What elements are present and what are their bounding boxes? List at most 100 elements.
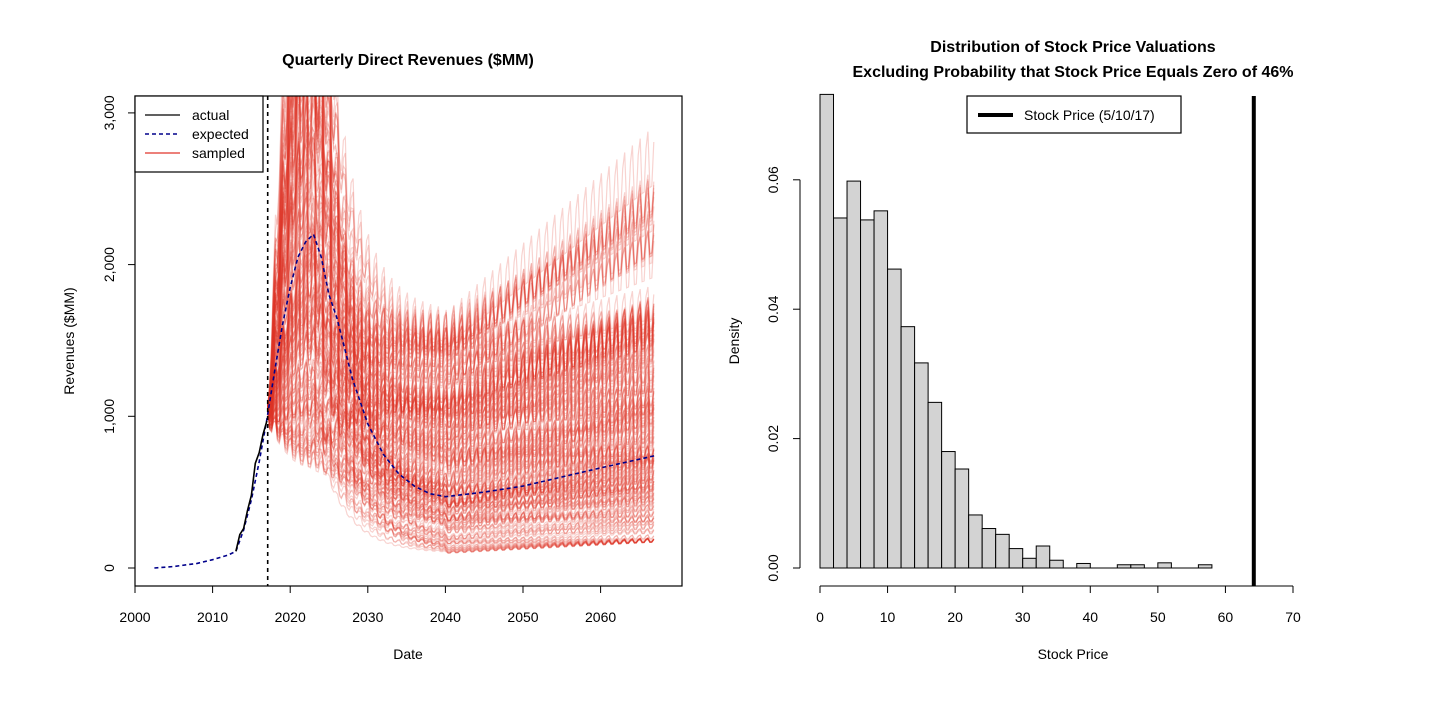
histogram-y-axis: 0.00 0.02 0.04 0.06 xyxy=(765,166,801,582)
x-tick-label: 2030 xyxy=(352,609,383,625)
sampled-path xyxy=(267,380,655,524)
sampled-path xyxy=(267,384,655,541)
sampled-path xyxy=(267,359,655,516)
histogram-bar xyxy=(914,362,929,569)
sampled-path xyxy=(267,96,655,509)
revenue-y-axis-label: Revenues ($MM) xyxy=(61,287,77,394)
sampled-path xyxy=(267,334,655,425)
sampled-path xyxy=(267,96,655,506)
sampled-path xyxy=(267,96,655,407)
sampled-path xyxy=(267,247,655,488)
histogram-bar xyxy=(900,326,916,569)
y-tick-label: 3,000 xyxy=(101,95,117,130)
sampled-path xyxy=(267,96,655,429)
sampled-path xyxy=(267,261,655,493)
histogram-bar xyxy=(927,401,943,569)
sampled-path xyxy=(267,96,655,411)
x-tick-label: 40 xyxy=(1082,609,1098,625)
sampled-path xyxy=(267,96,655,549)
sampled-path xyxy=(267,221,655,515)
sampled-path xyxy=(267,96,655,412)
histogram-bar xyxy=(1157,562,1172,569)
revenue-chart-title: Quarterly Direct Revenues ($MM) xyxy=(282,52,534,69)
sampled-path xyxy=(267,402,655,512)
sampled-path xyxy=(267,349,655,445)
sampled-path xyxy=(267,96,655,466)
sampled-path xyxy=(267,96,655,498)
y-tick-label: 1,000 xyxy=(101,399,117,434)
sampled-path xyxy=(267,96,655,451)
actual-line xyxy=(235,420,268,552)
sampled-path xyxy=(267,96,655,494)
sampled-path xyxy=(267,395,655,545)
histogram-bar xyxy=(873,210,889,569)
sampled-path xyxy=(267,405,655,551)
sampled-path xyxy=(267,96,655,505)
x-tick-label: 2020 xyxy=(275,609,306,625)
y-tick-label: 0.02 xyxy=(765,425,781,452)
sampled-path xyxy=(267,96,655,425)
revenue-x-axis-label: Date xyxy=(393,646,423,662)
sampled-path xyxy=(267,362,655,554)
sampled-path xyxy=(267,309,655,460)
sampled-path xyxy=(267,280,655,496)
x-tick-label: 2060 xyxy=(585,609,616,625)
sampled-path xyxy=(267,307,655,467)
sampled-path xyxy=(267,96,655,443)
sampled-path xyxy=(267,386,655,476)
histogram-x-axis-label: Stock Price xyxy=(1038,646,1109,662)
sampled-path xyxy=(267,96,655,510)
sampled-path xyxy=(267,96,655,412)
sampled-path xyxy=(267,96,655,411)
legend-label-actual: actual xyxy=(192,107,229,123)
sampled-path xyxy=(267,96,655,415)
histogram-bar xyxy=(968,514,983,569)
legend-label-stock-price: Stock Price (5/10/17) xyxy=(1024,107,1155,123)
sampled-path xyxy=(267,96,655,523)
sampled-path xyxy=(267,223,655,413)
sampled-path xyxy=(267,132,655,508)
sampled-path xyxy=(267,315,655,498)
revenue-y-axis: 0 1,000 2,000 3,000 xyxy=(101,95,136,572)
legend-label-expected: expected xyxy=(192,126,249,142)
sampled-path xyxy=(267,283,655,554)
x-tick-label: 30 xyxy=(1015,609,1031,625)
histogram-bar xyxy=(1049,559,1064,569)
y-tick-label: 0.00 xyxy=(765,554,781,581)
sampled-path xyxy=(267,379,655,506)
sampled-path xyxy=(267,379,655,508)
sampled-path xyxy=(267,96,655,442)
sampled-path xyxy=(267,98,655,411)
sampled-path xyxy=(267,300,655,421)
x-tick-label: 0 xyxy=(816,609,824,625)
stock-price-histogram: Distribution of Stock Price Valuations E… xyxy=(726,39,1301,662)
y-tick-label: 2,000 xyxy=(101,247,117,282)
histogram-bar xyxy=(995,533,1010,569)
sampled-path xyxy=(267,96,655,428)
sampled-path xyxy=(267,117,655,541)
sampled-path xyxy=(267,133,655,414)
sampled-path xyxy=(267,96,655,471)
sampled-path xyxy=(267,96,655,534)
histogram-bar xyxy=(1035,545,1051,569)
sampled-path xyxy=(267,96,655,409)
sampled-path xyxy=(267,96,655,457)
sampled-path xyxy=(267,96,655,530)
sampled-path xyxy=(267,358,655,458)
sampled-path xyxy=(267,405,655,488)
sampled-path xyxy=(267,298,655,549)
sampled-path xyxy=(267,124,655,522)
sampled-path xyxy=(267,192,655,454)
sampled-path xyxy=(267,405,655,487)
sampled-path xyxy=(267,385,655,454)
sampled-path xyxy=(267,96,655,545)
sampled-path xyxy=(267,142,655,465)
histogram-legend: Stock Price (5/10/17) xyxy=(966,95,1182,134)
sampled-path xyxy=(267,309,655,456)
sampled-path xyxy=(267,96,655,411)
sampled-path xyxy=(267,96,655,513)
sampled-path xyxy=(267,96,655,411)
sampled-path xyxy=(267,96,655,508)
sampled-path xyxy=(267,236,655,507)
